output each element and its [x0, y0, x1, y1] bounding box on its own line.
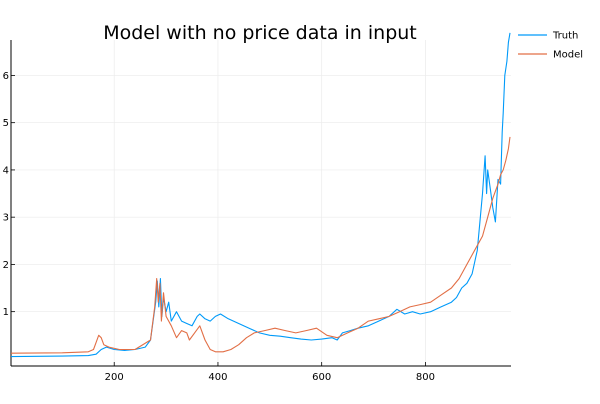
y-tick-label-6: 6	[3, 71, 9, 82]
x-axis-ticks: 200 400 600 800	[105, 362, 435, 383]
legend-label-truth: Truth	[552, 31, 578, 42]
gridlines	[11, 40, 511, 366]
y-tick-label-3: 3	[3, 213, 9, 224]
chart-title: Model with no price data in input	[103, 22, 417, 44]
x-tick-label-200: 200	[105, 372, 124, 383]
y-axis-ticks: 1 2 3 4 5 6	[3, 71, 15, 318]
y-tick-label-2: 2	[3, 260, 9, 271]
axes	[10, 40, 511, 367]
x-tick-label-800: 800	[416, 372, 435, 383]
x-tick-label-400: 400	[208, 372, 227, 383]
y-tick-label-5: 5	[3, 118, 9, 129]
x-tick-label-600: 600	[312, 372, 331, 383]
series-line-model	[10, 136, 511, 354]
legend-label-model: Model	[553, 50, 583, 61]
series-line-truth	[10, 32, 511, 358]
legend-background	[512, 26, 592, 64]
y-tick-label-4: 4	[3, 165, 9, 176]
y-tick-label-1: 1	[3, 307, 9, 318]
series-lines	[10, 32, 511, 358]
legend: Truth Model	[512, 26, 592, 64]
